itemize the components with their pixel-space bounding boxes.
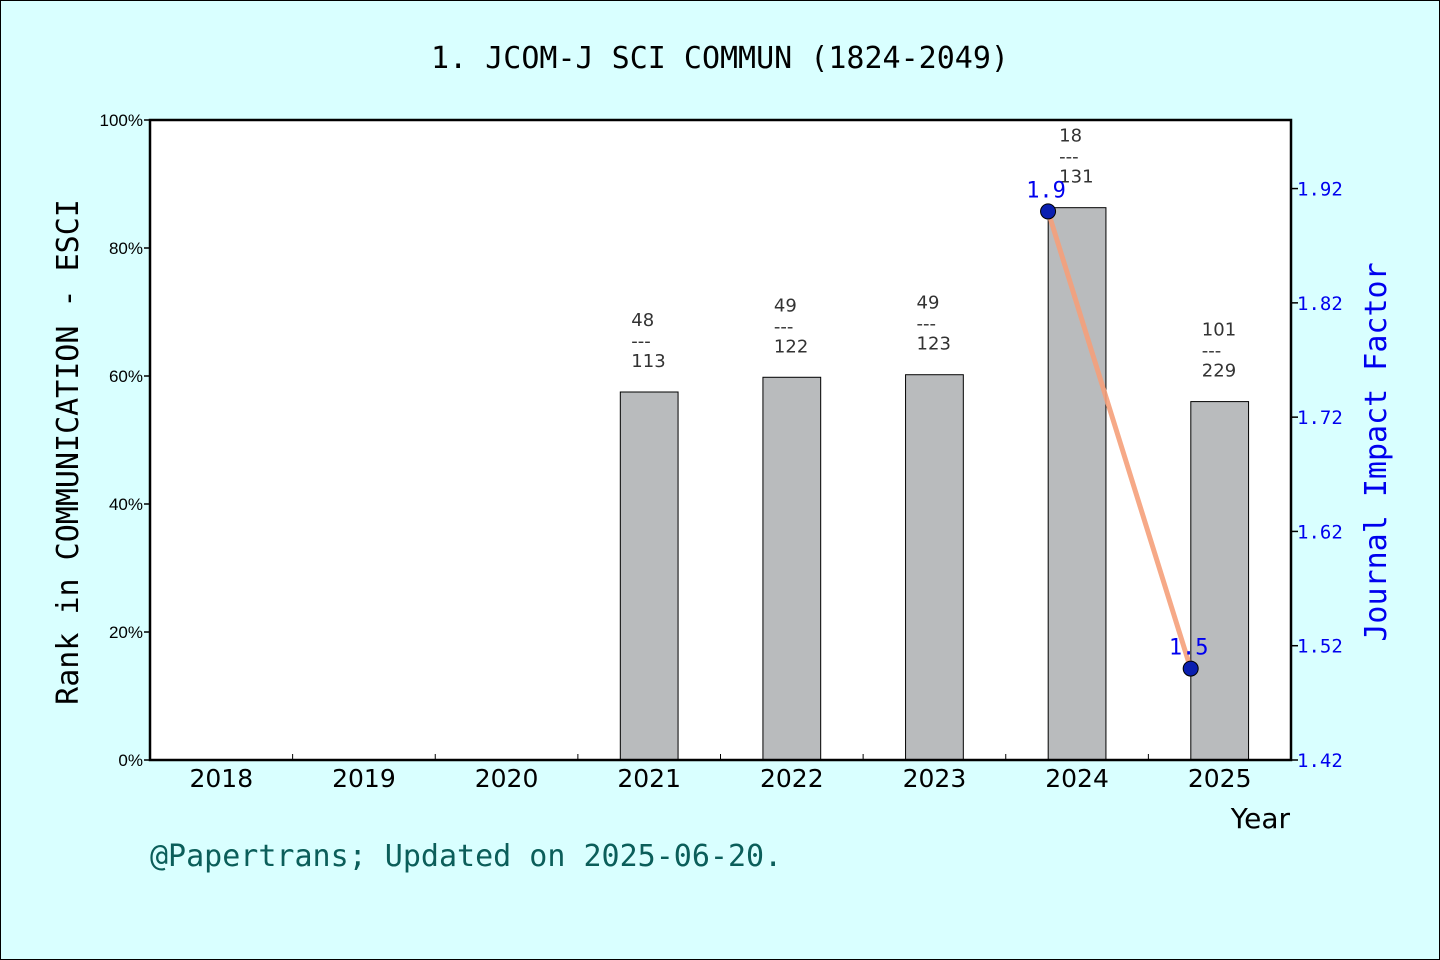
- left-tick-label: 20%: [109, 623, 143, 642]
- bar-label-rank: 101: [1202, 320, 1236, 341]
- footer-credit: @Papertrans; Updated on 2025-06-20.: [150, 839, 782, 874]
- bar-label-separator: ---: [774, 316, 794, 337]
- x-tick-label: 2023: [903, 764, 967, 793]
- bar-label-rank: 49: [917, 293, 940, 314]
- bar-label-separator: ---: [1202, 341, 1222, 362]
- impact-factor-label: 1.5: [1169, 636, 1209, 661]
- bar-label-rank: 49: [774, 295, 797, 316]
- left-tick-label: 60%: [109, 367, 143, 386]
- right-tick-label: 1.42: [1297, 750, 1343, 772]
- chart-title: 1. JCOM-J SCI COMMUN (1824-2049): [431, 41, 1009, 76]
- left-tick-label: 80%: [109, 239, 143, 258]
- x-axis-ticks: 2018 2019 2020 2021 2022 2023 2024 2025: [190, 754, 1252, 793]
- right-tick-label: 1.62: [1297, 521, 1343, 543]
- bar-labels: 48---11349---12249---12318---131101---22…: [631, 126, 1236, 382]
- left-axis-label: Rank in COMMUNICATION - ESCI: [51, 199, 86, 705]
- bar-2023: [905, 374, 964, 761]
- bar-label-total: 229: [1202, 361, 1236, 382]
- impact-factor-labels: 1.9 1.5: [1026, 178, 1208, 660]
- x-axis-label: Year: [1230, 802, 1291, 835]
- right-tick-label: 1.52: [1297, 636, 1343, 658]
- right-axis-ticks: 1.42 1.52 1.62 1.72 1.82 1.92: [1291, 179, 1343, 772]
- bar-label-total: 122: [774, 336, 808, 357]
- impact-factor-point-2025: [1182, 660, 1199, 677]
- left-tick-label: 0%: [118, 751, 143, 770]
- bar-label-separator: ---: [1059, 147, 1079, 168]
- right-tick-label: 1.92: [1297, 179, 1343, 201]
- bar-2024: [1047, 207, 1107, 761]
- impact-factor-point-2024: [1040, 203, 1057, 220]
- left-tick-label: 40%: [109, 495, 143, 514]
- impact-factor-label: 1.9: [1026, 178, 1066, 203]
- impact-factor-line: [1045, 208, 1194, 672]
- left-axis-ticks: 0% 20% 40% 60% 80% 100%: [100, 111, 150, 770]
- x-tick-label: 2019: [332, 764, 396, 793]
- right-tick-label: 1.72: [1297, 407, 1343, 429]
- left-tick-label: 100%: [100, 111, 143, 130]
- x-tick-label: 2025: [1188, 764, 1252, 793]
- right-axis-label: Journal Impact Factor: [1359, 262, 1394, 641]
- x-tick-label: 2021: [617, 764, 681, 793]
- bar-label-total: 113: [631, 351, 665, 372]
- x-tick-label: 2020: [475, 764, 539, 793]
- bar-label-separator: ---: [631, 331, 651, 352]
- bar-label-total: 123: [917, 334, 951, 355]
- right-tick-label: 1.82: [1297, 293, 1343, 315]
- bar-label-rank: 18: [1059, 126, 1082, 147]
- bar-2025: [1190, 401, 1250, 761]
- x-tick-label: 2024: [1045, 764, 1109, 793]
- bar-label-rank: 48: [631, 310, 654, 331]
- x-tick-label: 2018: [190, 764, 254, 793]
- bars-layer: [619, 207, 1250, 761]
- line-layer: [1040, 203, 1199, 677]
- x-tick-label: 2022: [760, 764, 824, 793]
- bar-2022: [762, 376, 822, 761]
- bar-label-total: 131: [1059, 167, 1093, 188]
- bar-2021: [619, 391, 679, 761]
- bar-label-separator: ---: [917, 314, 937, 335]
